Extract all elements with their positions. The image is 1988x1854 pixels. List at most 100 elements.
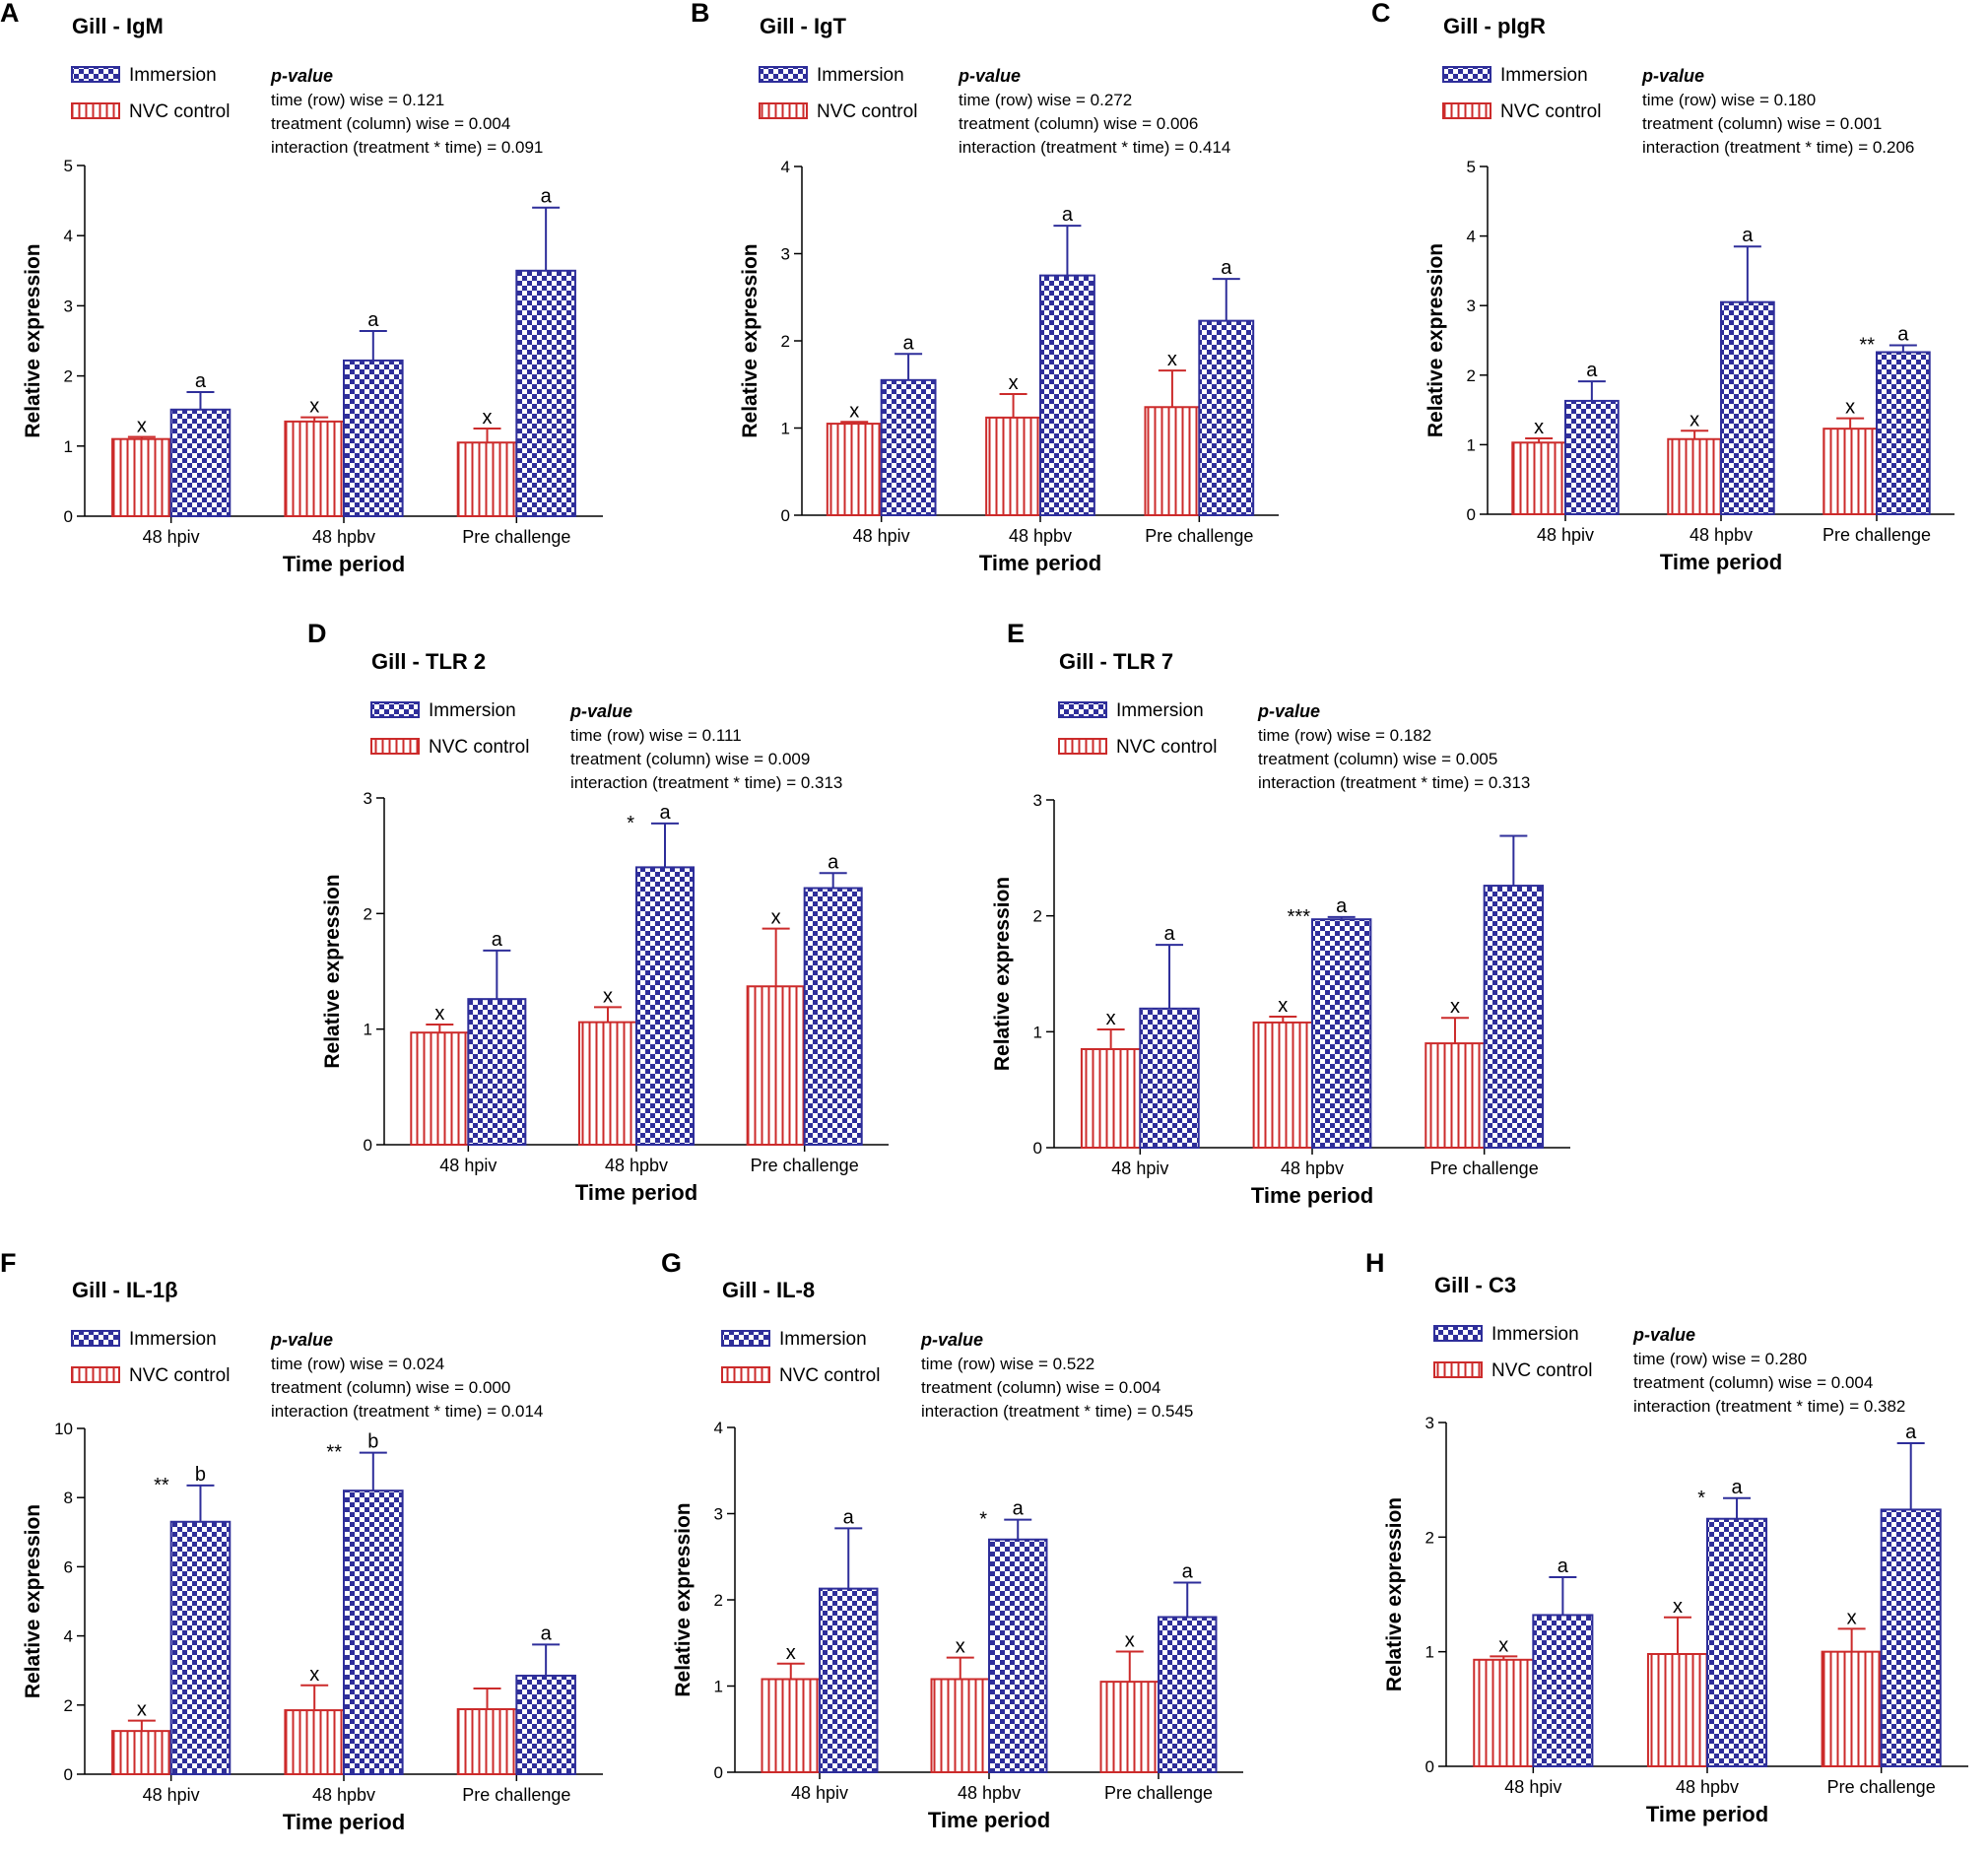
significance-letter: x — [956, 1636, 965, 1658]
x-tick-label: 48 hpiv — [439, 1156, 497, 1175]
legend-control-swatch — [759, 102, 808, 119]
pvalue-line: treatment (column) wise = 0.001 — [1642, 114, 1882, 133]
y-tick-label: 5 — [1467, 158, 1476, 176]
legend-immersion-swatch — [1433, 1325, 1483, 1342]
legend-immersion-label: Immersion — [1116, 700, 1204, 721]
pvalue-line: treatment (column) wise = 0.005 — [1258, 750, 1497, 768]
bar-nvc-control — [1667, 437, 1723, 516]
significance-letter: a — [541, 1622, 553, 1644]
pvalue-line: treatment (column) wise = 0.004 — [1633, 1373, 1873, 1392]
pvalue-heading: p-value — [958, 66, 1021, 86]
bar-immersion — [1311, 918, 1372, 1149]
significance-letter: x — [309, 396, 319, 418]
y-axis-label: Relative expression — [1425, 243, 1447, 437]
significance-letter: x — [603, 985, 613, 1007]
legend-control-swatch — [721, 1366, 770, 1383]
y-tick-label: 3 — [1467, 297, 1476, 315]
y-tick-label: 10 — [54, 1420, 73, 1438]
y-tick-label: 1 — [1425, 1643, 1434, 1662]
panel-letter: D — [307, 619, 327, 648]
x-tick-label: 48 hpiv — [1111, 1159, 1168, 1178]
y-tick-label: 3 — [64, 297, 73, 315]
legend-immersion-label: Immersion — [129, 1329, 217, 1350]
legend-immersion-label: Immersion — [1500, 65, 1588, 86]
pvalue-line: time (row) wise = 0.182 — [1258, 726, 1431, 745]
pvalue-heading: p-value — [1257, 701, 1320, 721]
y-tick-label: 2 — [64, 1696, 73, 1715]
bar-nvc-control — [1511, 441, 1567, 516]
x-tick-label: Pre challenge — [1827, 1777, 1936, 1797]
y-tick-label: 2 — [1467, 366, 1476, 385]
bar-immersion — [515, 1674, 576, 1775]
legend-immersion-swatch — [759, 66, 808, 83]
panel-letter: B — [691, 0, 710, 28]
legend-control-swatch — [1442, 102, 1491, 119]
significance-letter: a — [903, 332, 915, 354]
significance-letter: x — [1125, 1630, 1135, 1652]
pvalue-heading: p-value — [270, 1330, 333, 1350]
pvalue-heading: p-value — [920, 1330, 983, 1350]
x-axis-label: Time period — [928, 1808, 1050, 1832]
y-tick-label: 4 — [781, 158, 790, 176]
y-tick-label: 0 — [1033, 1139, 1042, 1158]
bar-immersion — [635, 866, 696, 1147]
x-tick-label: 48 hpbv — [1690, 525, 1753, 545]
significance-letter: x — [1450, 996, 1460, 1018]
x-tick-label: 48 hpbv — [605, 1156, 668, 1175]
x-tick-label: Pre challenge — [1430, 1159, 1539, 1178]
legend-immersion-label: Immersion — [1491, 1324, 1579, 1345]
bar-immersion — [1158, 1616, 1218, 1773]
y-tick-label: 0 — [364, 1136, 372, 1155]
pvalue-line: interaction (treatment * time) = 0.313 — [570, 773, 842, 792]
panel-letter: C — [1371, 0, 1391, 28]
y-tick-label: 0 — [64, 1765, 73, 1784]
bar-nvc-control — [746, 985, 806, 1147]
significance-stars: ** — [154, 1475, 169, 1496]
bar-nvc-control — [410, 1031, 470, 1146]
panel-title: Gill - TLR 2 — [371, 649, 486, 674]
significance-letter: a — [1905, 1422, 1917, 1443]
y-tick-label: 3 — [1033, 791, 1042, 810]
panel-f: F Gill - IL-1β Immersion NVC control p-value… — [0, 1248, 603, 1834]
bar-nvc-control — [1425, 1042, 1486, 1149]
bar-immersion — [343, 359, 404, 517]
significance-stars: ** — [1859, 334, 1875, 356]
x-axis-label: Time period — [1251, 1183, 1373, 1208]
bar-immersion — [467, 998, 527, 1146]
significance-letter: a — [1897, 323, 1909, 345]
significance-letter: a — [1013, 1498, 1025, 1520]
y-axis-label: Relative expression — [739, 243, 762, 437]
significance-letter: a — [828, 851, 839, 873]
x-tick-label: 48 hpbv — [312, 1785, 375, 1805]
bar-immersion — [1532, 1614, 1594, 1767]
panel-letter: G — [661, 1248, 682, 1278]
panel-title: Gill - IL-8 — [722, 1278, 815, 1302]
panel-c: C Gill - pIgR Immersion NVC control p-value t… — [1371, 0, 1955, 574]
bar-immersion — [1564, 399, 1620, 515]
panel-d: D Gill - TLR 2 Immersion NVC control p-value… — [307, 619, 889, 1205]
legend-immersion-swatch — [721, 1330, 770, 1347]
significance-letter: a — [659, 802, 671, 824]
bar-immersion — [1876, 351, 1931, 516]
significance-letter: x — [483, 407, 493, 429]
panel-title: Gill - IgT — [760, 14, 847, 38]
significance-letter: x — [1534, 417, 1544, 438]
pvalue-line: interaction (treatment * time) = 0.014 — [271, 1402, 543, 1421]
significance-letter: a — [1731, 1477, 1743, 1498]
y-tick-label: 4 — [64, 227, 73, 245]
significance-letter: a — [1062, 204, 1074, 226]
y-tick-label: 4 — [64, 1627, 73, 1646]
pvalue-heading: p-value — [569, 701, 632, 721]
significance-letter: x — [1106, 1008, 1116, 1029]
significance-letter: b — [195, 1464, 206, 1486]
pvalue-line: interaction (treatment * time) = 0.545 — [921, 1402, 1193, 1421]
y-axis-label: Relative expression — [1383, 1497, 1406, 1691]
legend-control-label: NVC control — [1500, 101, 1601, 122]
significance-letter: x — [1673, 1596, 1683, 1618]
y-tick-label: 6 — [64, 1557, 73, 1576]
bar-immersion — [1880, 1508, 1942, 1767]
legend-immersion-label: Immersion — [129, 65, 217, 86]
bar-nvc-control — [284, 1709, 345, 1775]
significance-letter: x — [1167, 349, 1177, 370]
